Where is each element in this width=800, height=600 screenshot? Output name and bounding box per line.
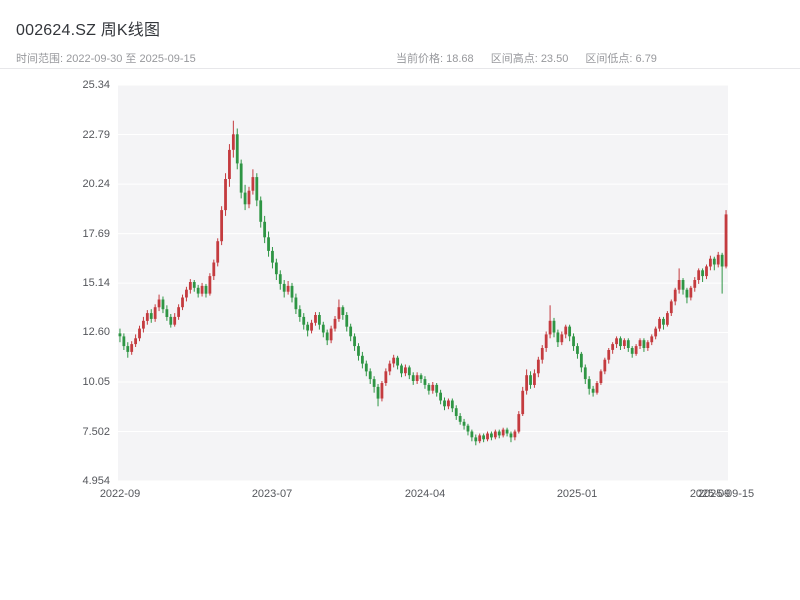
candlestick-plot: [118, 85, 728, 481]
y-tick-label: 17.69: [82, 228, 110, 240]
time-range-label: 时间范围: 2022-09-30 至 2025-09-15: [16, 53, 196, 65]
current-price-label: 当前价格: 18.68: [396, 53, 474, 65]
range-high-label: 区间高点: 23.50: [490, 53, 569, 65]
x-axis: 2022-09 2023-07 2024-04 2025-01 2025-09 2025-…: [100, 488, 754, 506]
y-tick-label: 10.05: [82, 376, 110, 388]
y-tick-label: 7.502: [82, 426, 110, 438]
y-tick-label: 15.14: [82, 277, 110, 289]
x-tick-label: 2025-09: [689, 488, 731, 500]
x-tick-label: 2025-01: [556, 488, 598, 500]
y-tick-label: 25.34: [82, 79, 110, 91]
range-low-label: 区间低点: 6.79: [585, 53, 657, 65]
y-tick-label: 12.60: [82, 326, 110, 338]
page-title: 002624.SZ 周K线图: [16, 22, 161, 39]
y-tick-label: 4.954: [82, 475, 110, 487]
x-tick-label: 2025-09-15: [697, 488, 755, 500]
price-stats: 当前价格: 18.68 区间高点: 23.50 区间低点: 6.79: [396, 50, 671, 66]
x-tick-label: 2022-09: [99, 488, 141, 500]
y-tick-label: 20.24: [82, 178, 110, 190]
y-axis: 25.34 22.79 20.24 17.69 15.14 12.60 10.05 7.502…: [0, 79, 110, 487]
x-tick-label: 2024-04: [404, 488, 446, 500]
x-tick-label: 2023-07: [251, 488, 293, 500]
chart-header: 002624.SZ 周K线图 时间范围: 2022-09-30 至 2025-0…: [0, 0, 800, 69]
y-tick-label: 22.79: [82, 129, 110, 141]
plot-area: [118, 85, 728, 481]
kline-chart: 25.34 22.79 20.24 17.69 15.14 12.60 10.05 7.502…: [0, 70, 800, 590]
